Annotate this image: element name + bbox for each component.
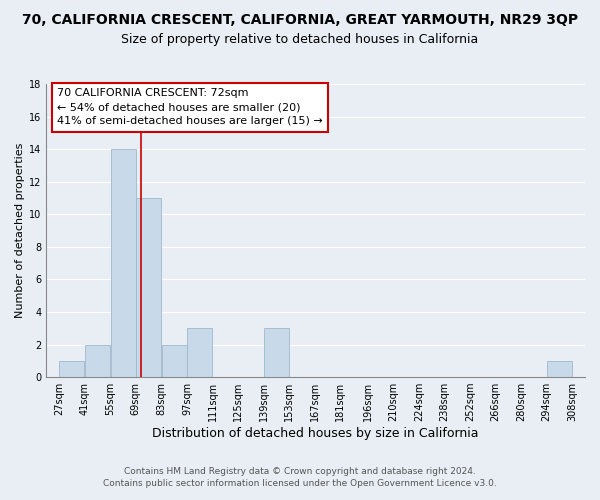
Bar [85,344,110,377]
Text: 70, CALIFORNIA CRESCENT, CALIFORNIA, GREAT YARMOUTH, NR29 3QP: 70, CALIFORNIA CRESCENT, CALIFORNIA, GRE… [22,12,578,26]
Bar [547,361,572,377]
Y-axis label: Number of detached properties: Number of detached properties [15,143,25,318]
Text: 70 CALIFORNIA CRESCENT: 72sqm
← 54% of detached houses are smaller (20)
41% of s: 70 CALIFORNIA CRESCENT: 72sqm ← 54% of d… [57,88,323,126]
Text: Contains HM Land Registry data © Crown copyright and database right 2024.
Contai: Contains HM Land Registry data © Crown c… [103,466,497,487]
Bar [136,198,161,377]
Text: Size of property relative to detached houses in California: Size of property relative to detached ho… [121,32,479,46]
Bar [161,344,187,377]
Bar [59,361,85,377]
Bar [110,149,136,377]
Bar [187,328,212,377]
Bar [264,328,289,377]
X-axis label: Distribution of detached houses by size in California: Distribution of detached houses by size … [152,427,479,440]
